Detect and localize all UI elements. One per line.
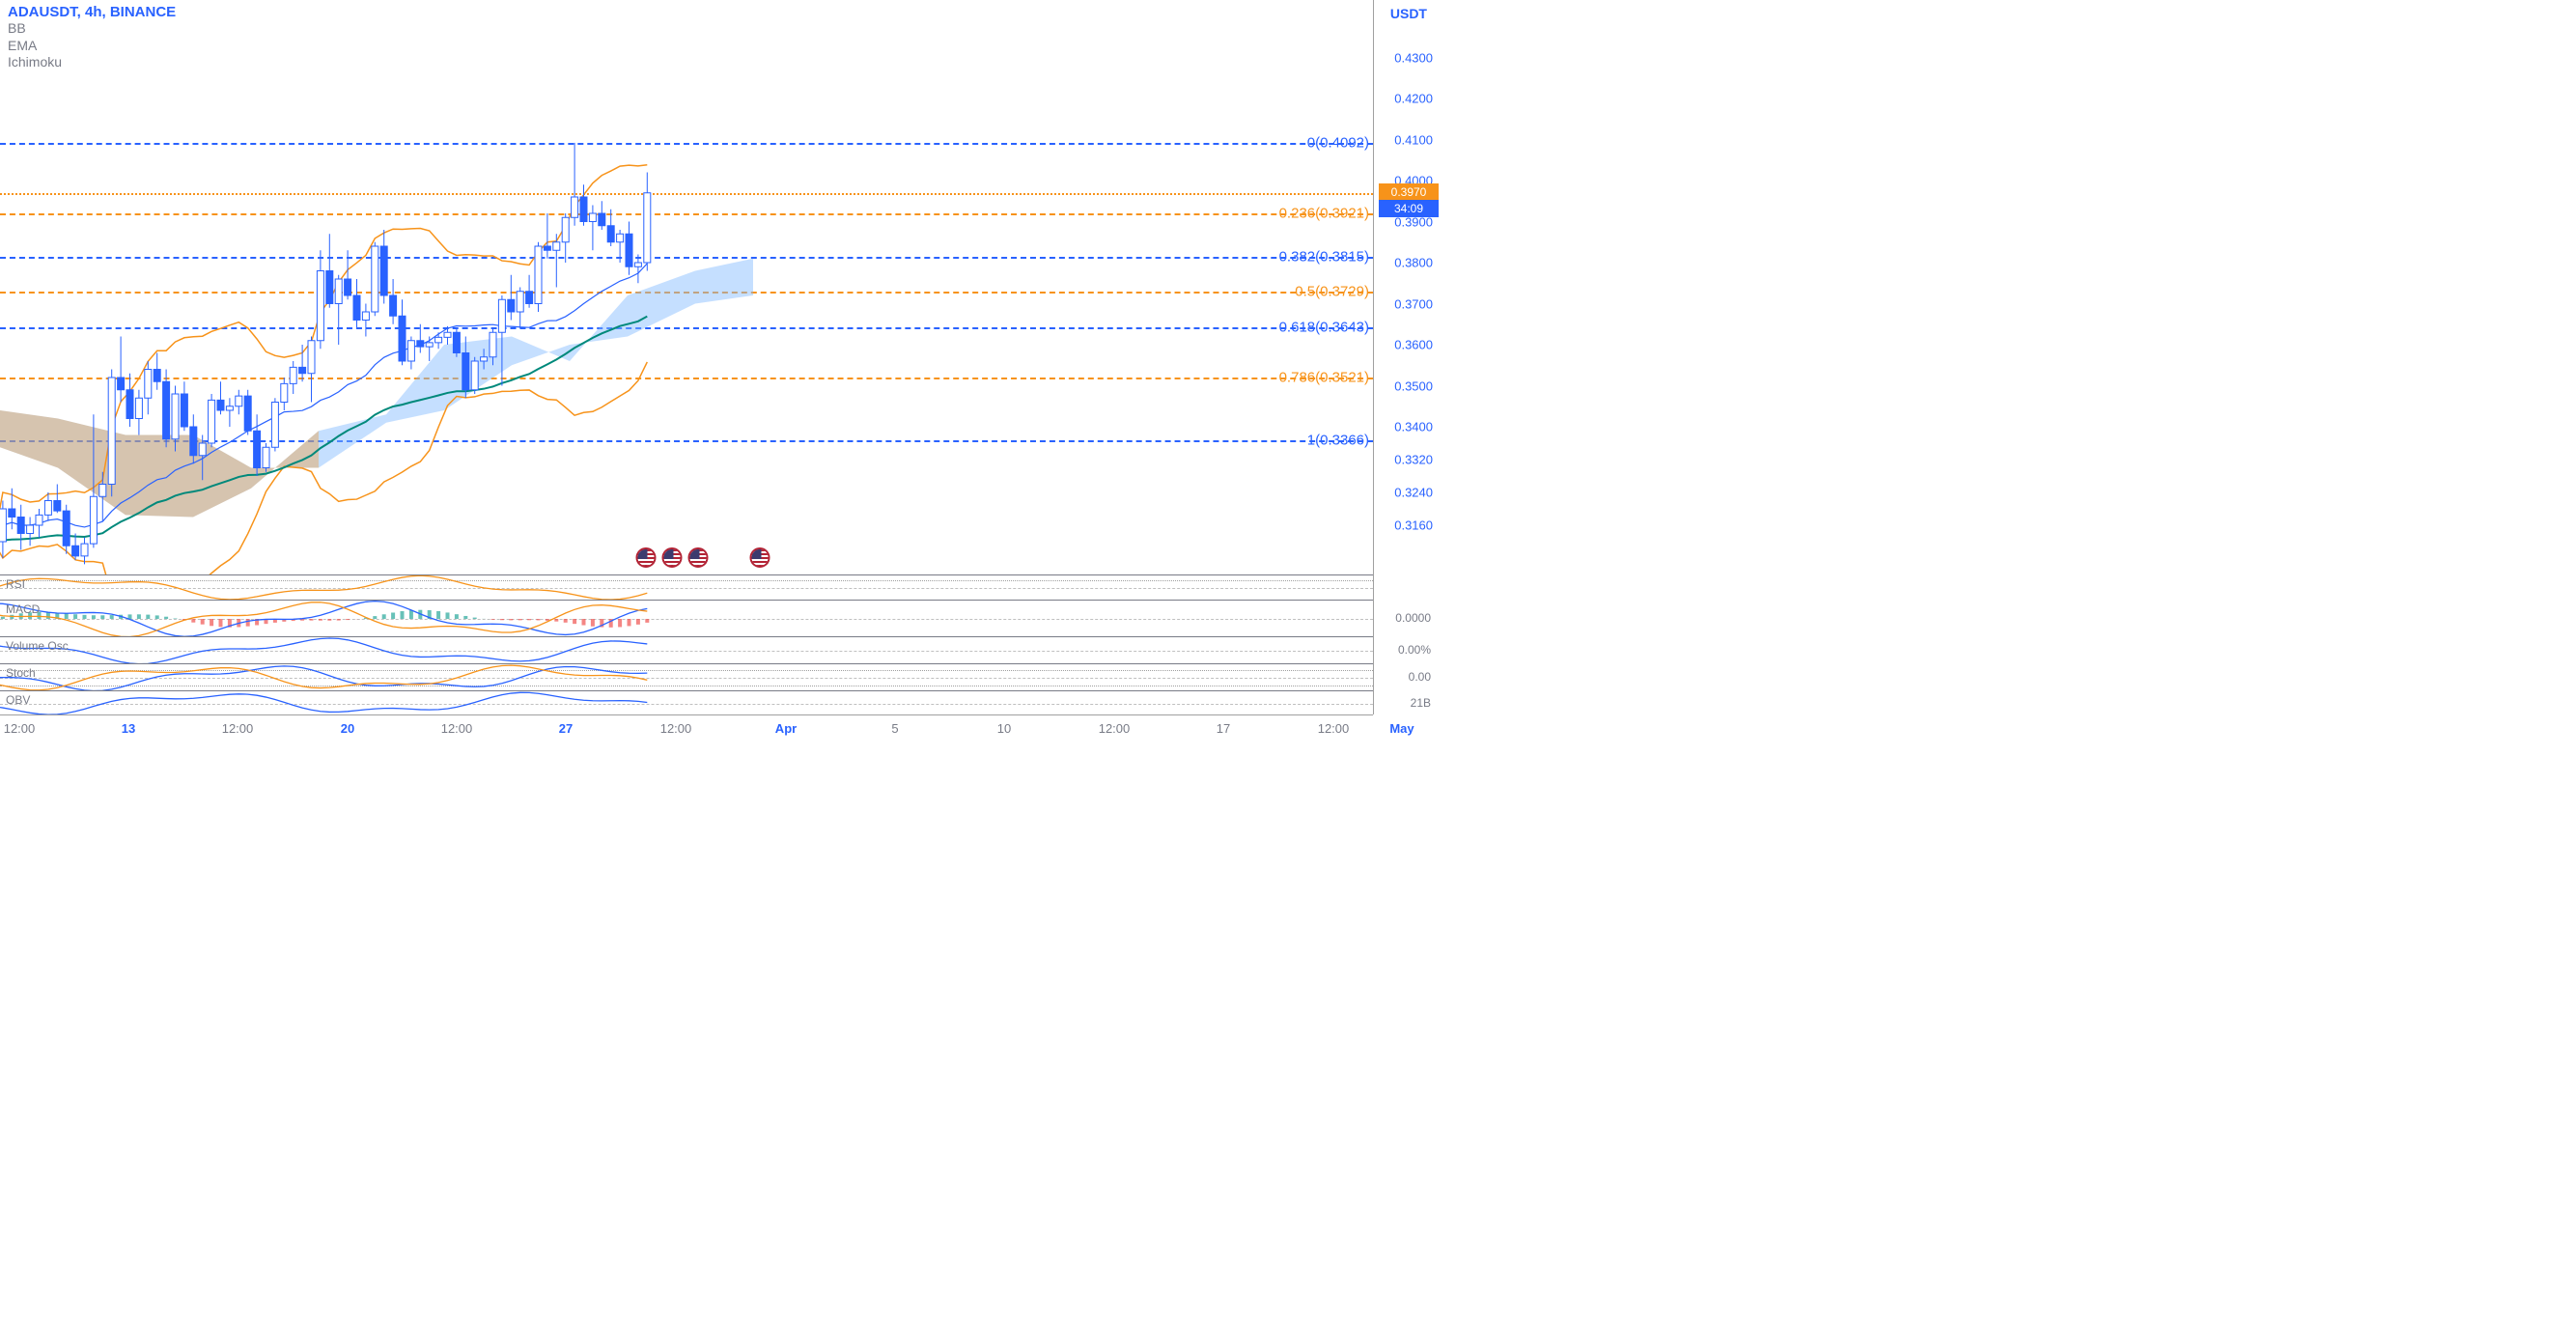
- price-tick: 0.3400: [1394, 420, 1433, 434]
- fib-line[interactable]: [0, 257, 1373, 259]
- price-tick: 0.3800: [1394, 256, 1433, 270]
- countdown-tag: 34:09: [1379, 200, 1439, 217]
- time-tick: Apr: [775, 721, 797, 736]
- time-tick: 20: [341, 721, 354, 736]
- time-tick: 27: [559, 721, 573, 736]
- time-tick: 10: [997, 721, 1011, 736]
- time-tick: 12:00: [441, 721, 473, 736]
- time-tick: 12:00: [1318, 721, 1350, 736]
- event-flag-icon[interactable]: [636, 547, 657, 568]
- symbol-label[interactable]: ADAUSDT, 4h, BINANCE: [8, 4, 176, 20]
- fib-label: 0.236(0.3921): [1279, 205, 1369, 221]
- axis-unit-label: USDT: [1390, 6, 1427, 21]
- indicator-label[interactable]: EMA: [8, 38, 176, 55]
- fib-line[interactable]: [0, 292, 1373, 294]
- price-tick: 0.4100: [1394, 132, 1433, 147]
- indicator-name[interactable]: OBV: [6, 693, 30, 707]
- indicator-panel[interactable]: Volume Osc0.00%: [0, 636, 1373, 663]
- indicator-label[interactable]: Ichimoku: [8, 54, 176, 71]
- fib-line[interactable]: [0, 440, 1373, 442]
- fib-label: 0.618(0.3643): [1279, 319, 1369, 335]
- indicator-name[interactable]: Stoch: [6, 666, 36, 680]
- fib-line[interactable]: [0, 213, 1373, 215]
- price-tick: 0.3320: [1394, 453, 1433, 467]
- event-flag-icon[interactable]: [688, 547, 709, 568]
- price-tick: 0.3700: [1394, 296, 1433, 311]
- price-axis[interactable]: USDT 0.43000.42000.41000.40000.39000.380…: [1373, 0, 1439, 714]
- indicator-name[interactable]: MACD: [6, 602, 40, 616]
- indicator-panel[interactable]: MACD0.0000: [0, 600, 1373, 636]
- time-tick: 12:00: [222, 721, 254, 736]
- price-tick: 0.3500: [1394, 378, 1433, 393]
- time-tick: 17: [1217, 721, 1230, 736]
- indicator-panel[interactable]: OBV21B: [0, 690, 1373, 714]
- fib-label: 1(0.3366): [1307, 433, 1369, 449]
- price-tick: 0.4200: [1394, 92, 1433, 106]
- chart-svg: [0, 0, 1373, 574]
- fib-label: 0.786(0.3521): [1279, 369, 1369, 385]
- fib-line[interactable]: [0, 327, 1373, 329]
- fib-label: 0(0.4092): [1307, 134, 1369, 151]
- time-axis[interactable]: 12:00 13 12:00 20 12:00 27 12:00 Apr 5 10 12:00 17 1…: [0, 714, 1373, 751]
- time-tick: 5: [891, 721, 898, 736]
- fib-line[interactable]: [0, 378, 1373, 379]
- indicator-name[interactable]: Volume Osc: [6, 639, 69, 653]
- price-tick: 0.3600: [1394, 338, 1433, 352]
- price-tick: 0.3240: [1394, 486, 1433, 500]
- current-price-tag: 0.3970: [1379, 183, 1439, 201]
- time-tick: 12:00: [1099, 721, 1131, 736]
- time-tick: May: [1389, 721, 1414, 738]
- time-tick: 12:00: [4, 721, 36, 736]
- price-tick: 0.3160: [1394, 518, 1433, 533]
- indicator-panel[interactable]: Stoch0.00: [0, 663, 1373, 690]
- indicator-panel[interactable]: RSI: [0, 574, 1373, 600]
- fib-label: 0.5(0.3729): [1295, 284, 1369, 300]
- fib-label: 0.382(0.3815): [1279, 248, 1369, 265]
- event-flag-icon[interactable]: [662, 547, 683, 568]
- price-line: [0, 193, 1373, 195]
- ichimoku-cloud: [0, 259, 753, 518]
- event-flag-icon[interactable]: [750, 547, 770, 568]
- indicator-name[interactable]: RSI: [6, 577, 25, 591]
- price-tick: 0.4300: [1394, 50, 1433, 65]
- time-tick: 13: [122, 721, 135, 736]
- fib-line[interactable]: [0, 143, 1373, 145]
- chart-header: ADAUSDT, 4h, BINANCE BBEMAIchimoku: [8, 4, 176, 71]
- main-chart-area[interactable]: 0(0.4092) 0.236(0.3921) 0.382(0.3815) 0.5(0…: [0, 0, 1373, 714]
- indicator-label[interactable]: BB: [8, 20, 176, 38]
- time-tick: 12:00: [660, 721, 692, 736]
